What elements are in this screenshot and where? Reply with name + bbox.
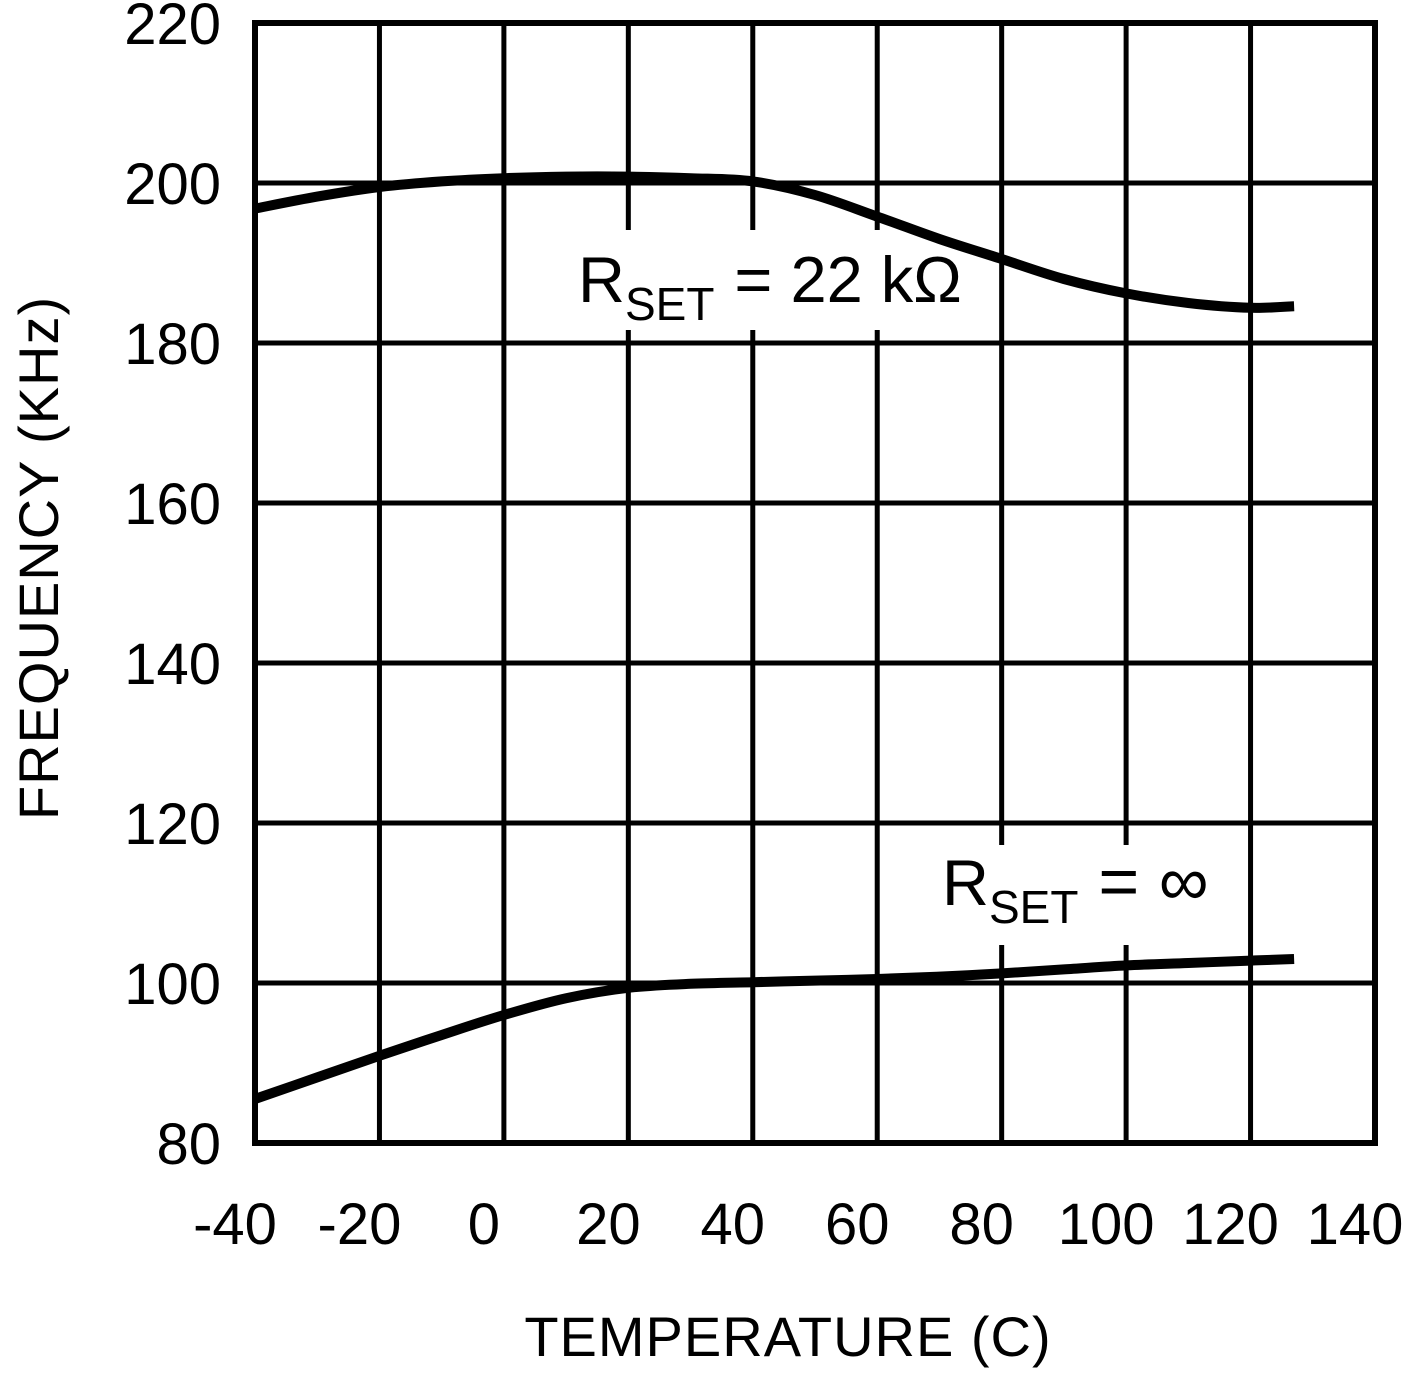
annotation-rset-inf-background: [915, 845, 1237, 945]
annotation-rset-inf-label: RSET = ∞: [942, 842, 1209, 933]
y-tick-label: 160: [124, 472, 221, 537]
y-axis-title: FREQUENCY (KHz): [7, 296, 70, 820]
y-tick-label: 220: [124, 0, 221, 57]
y-tick-label: 100: [124, 952, 221, 1017]
x-tick-label: 0: [468, 1192, 500, 1257]
annotation-rset-22k-label: RSET = 22 kΩ: [578, 243, 962, 330]
x-tick-label: 120: [1182, 1192, 1279, 1257]
x-tick-label: -20: [318, 1192, 402, 1257]
x-tick-label: 20: [576, 1192, 641, 1257]
x-axis-title: TEMPERATURE (C): [524, 1305, 1051, 1368]
y-tick-label: 140: [124, 632, 221, 697]
curve-layer: [253, 171, 1295, 1104]
annotation-rset-22k: RSET = 22 kΩ: [552, 230, 982, 330]
curve-rset-22k: [254, 171, 1295, 313]
x-tick-label: 80: [949, 1192, 1014, 1257]
tick-layer: -40 -20 0 20 40 60 80 100 120 140 80 100 120 140 160 18…: [124, 0, 1403, 1257]
y-tick-label: 180: [124, 312, 221, 377]
curve-rset-inf: [253, 954, 1295, 1104]
x-tick-label: 60: [825, 1192, 890, 1257]
x-tick-label: -40: [193, 1192, 277, 1257]
x-tick-label: 100: [1058, 1192, 1155, 1257]
plot-border: [252, 20, 1378, 1146]
annotation-rset-22k-background: [552, 230, 982, 330]
y-tick-label: 200: [124, 152, 221, 217]
x-tick-label: 40: [701, 1192, 766, 1257]
y-tick-label: 120: [124, 792, 221, 857]
x-tick-label: 140: [1307, 1192, 1404, 1257]
annotation-rset-inf: RSET = ∞: [915, 842, 1237, 945]
y-tick-label: 80: [156, 1112, 221, 1177]
